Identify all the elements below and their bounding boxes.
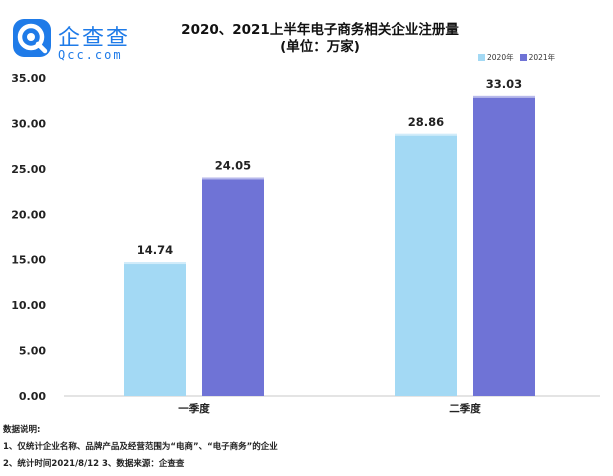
legend-item-2020: 2020年 xyxy=(478,52,514,63)
x-tick-label: 二季度 xyxy=(449,402,481,415)
y-tick-label: 35.00 xyxy=(11,72,46,85)
bar-highlight xyxy=(395,133,457,136)
data-label: 14.74 xyxy=(137,243,173,257)
legend-swatch-2021 xyxy=(519,54,527,61)
legend-label-2020: 2020年 xyxy=(487,53,514,62)
y-tick-label: 5.00 xyxy=(19,345,46,358)
qcc-logo-mark-icon xyxy=(13,19,51,57)
bar-2020-1 xyxy=(124,262,186,396)
bar-2021-2 xyxy=(473,95,535,396)
logo-text-cn: 企查查 xyxy=(58,26,131,51)
data-label: 24.05 xyxy=(215,158,251,172)
y-tick-label: 25.00 xyxy=(11,163,46,176)
chart-title: 2020、2021上半年电子商务相关企业注册量 xyxy=(181,22,459,38)
notes-line-1: 1、仅统计企业名称、品牌产品及经营范围为“电商”、“电子商务”的企业 xyxy=(3,442,278,452)
qcc-logo: 企查查 Qcc.com xyxy=(12,18,162,68)
logo-text-en: Qcc.com xyxy=(58,48,123,62)
notes-heading: 数据说明: xyxy=(3,425,41,435)
chart-legend: 2020年 2021年 xyxy=(478,52,558,63)
legend-label-2021: 2021年 xyxy=(528,53,556,62)
y-tick-label: 0.00 xyxy=(19,390,46,403)
x-tick-label: 一季度 xyxy=(178,402,210,415)
chart-subtitle: (单位：万家) xyxy=(280,39,360,55)
chart-title-block: 2020、2021上半年电子商务相关企业注册量 (单位：万家) xyxy=(140,22,500,56)
bar-highlight xyxy=(473,95,535,98)
y-tick-label: 15.00 xyxy=(11,254,46,267)
bar-2021-1 xyxy=(202,177,264,396)
legend-swatch-2020 xyxy=(478,54,485,61)
bar-2020-2 xyxy=(395,133,457,396)
data-label: 28.86 xyxy=(408,115,444,129)
legend-item-2021: 2021年 xyxy=(519,52,556,63)
y-tick-label: 20.00 xyxy=(11,208,46,221)
y-tick-label: 30.00 xyxy=(11,117,46,130)
y-tick-label: 10.00 xyxy=(11,299,46,312)
bar-highlight xyxy=(202,177,264,180)
notes-line-2: 2、统计时间2021/8/12 3、数据来源：企查查 xyxy=(3,459,185,469)
data-label: 33.03 xyxy=(486,77,522,91)
bar-highlight xyxy=(124,262,186,265)
